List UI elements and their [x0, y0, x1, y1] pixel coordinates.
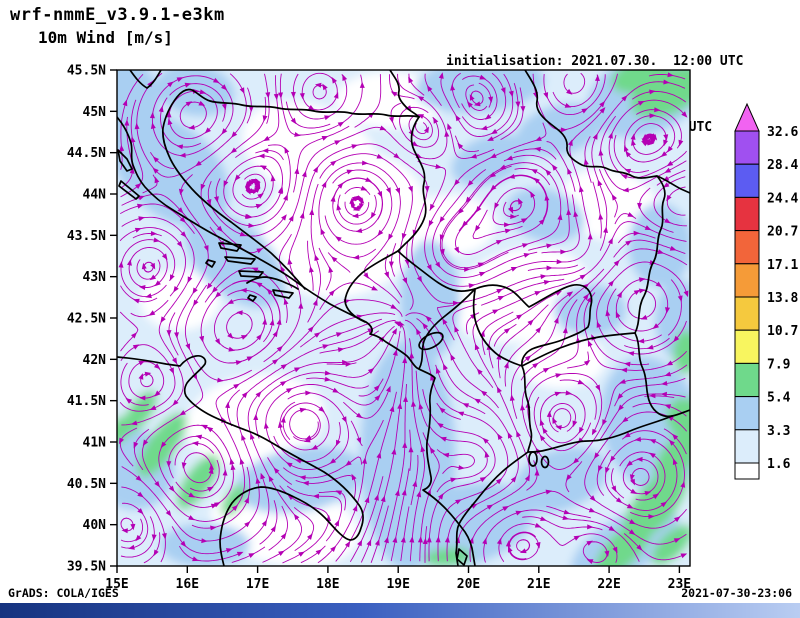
legend-value: 28.4	[767, 158, 798, 173]
legend-swatch	[734, 296, 760, 331]
macedonia-bulgaria-border	[634, 332, 690, 418]
lat-tick-label: 44N	[83, 188, 107, 203]
lon-tick-label: 15E	[105, 577, 128, 592]
lat-tick-label: 45N	[83, 105, 107, 120]
peljesac-peninsula	[246, 276, 299, 290]
kosovo-border	[472, 283, 593, 367]
colorbar: 32.6 28.4 24.4 20.7 17.1 13.8 10.7 7.9 5.4 3.3 1.6	[734, 102, 798, 480]
croatia-serbia-border	[389, 70, 420, 118]
streamline-arrowheads	[118, 72, 689, 565]
legend-value: 32.6	[767, 125, 798, 140]
lon-tick-label: 18E	[316, 577, 339, 592]
serbia-montenegro-border	[397, 250, 476, 292]
lon-tick-label: 19E	[386, 577, 409, 592]
lake-ohrid	[528, 451, 538, 467]
legend-swatch	[734, 429, 760, 464]
header-left: wrf-nmmE_v3.9.1-e3km 10m Wind [m/s]	[10, 5, 225, 47]
init-time-label: initialisation: 2021.07.30. 12:00 UTC	[446, 54, 744, 69]
wind-streamlines	[118, 72, 689, 565]
serbia-romania-danube-border	[524, 70, 690, 194]
east-adriatic-coastline	[117, 116, 476, 566]
legend-swatch	[734, 329, 760, 364]
lat-tick-label: 41N	[83, 436, 107, 451]
lat-tick-label: 44.5N	[67, 146, 106, 161]
montenegro-albania-border	[418, 288, 476, 370]
serbia-macedonia-border	[521, 332, 636, 367]
lon-tick-label: 20E	[457, 577, 480, 592]
legend-value: 10.7	[767, 324, 798, 339]
legend-arrow-cap	[734, 102, 760, 132]
legend-value: 13.8	[767, 291, 798, 306]
lat-tick-label: 42.5N	[67, 312, 106, 327]
lat-tick-label: 40.5N	[67, 477, 106, 492]
lat-tick-label: 43N	[83, 270, 107, 285]
legend-swatch	[734, 196, 760, 232]
legend-swatch	[734, 396, 760, 431]
legend-value: 7.9	[767, 357, 790, 372]
legend-value: 24.4	[767, 191, 798, 206]
lon-tick-label: 23E	[668, 577, 691, 592]
lat-tick-label: 45.5N	[67, 64, 106, 79]
legend-swatch	[734, 263, 760, 298]
lon-tick-label: 22E	[597, 577, 620, 592]
model-title: wrf-nmmE_v3.9.1-e3km	[10, 5, 225, 25]
lon-tick-label: 16E	[176, 577, 199, 592]
bottom-color-bar	[0, 603, 800, 618]
legend-value: 3.3	[767, 424, 790, 439]
legend-value: 17.1	[767, 258, 798, 273]
legend-value: 5.4	[767, 391, 791, 406]
bosnia-serbia-border	[397, 116, 427, 252]
wind-speed-shading	[117, 70, 690, 566]
lat-tick-label: 43.5N	[67, 229, 106, 244]
legend-value: 1.6	[767, 457, 791, 472]
albania-macedonia-border	[521, 365, 533, 453]
variable-title: 10m Wind [m/s]	[38, 28, 173, 47]
legend-swatch	[734, 462, 760, 480]
coastlines-and-borders	[117, 70, 690, 566]
lon-tick-label: 17E	[246, 577, 269, 592]
slovenia-croatia-border	[129, 70, 162, 89]
grads-credit: GrADS: COLA/IGES	[8, 586, 119, 600]
lon-tick-label: 21E	[527, 577, 550, 592]
legend-swatch	[734, 130, 760, 165]
lake-skadar	[418, 331, 444, 351]
lake-prespa	[540, 455, 550, 469]
bosnia-montenegro-border	[344, 250, 399, 323]
legend-swatch	[734, 362, 760, 398]
creation-timestamp: 2021-07-30-23:06	[681, 586, 792, 600]
lat-tick-label: 39.5N	[67, 560, 106, 575]
axis-labels: 45.5N 45N 44.5N 44N 43.5N 43N 42.5N 42N 41.5N 41N…	[67, 64, 691, 593]
croatia-bosnia-border	[161, 88, 420, 290]
italy-coastline	[117, 355, 364, 566]
legend-swatch	[734, 163, 760, 198]
lat-tick-label: 42N	[83, 353, 107, 368]
legend-value: 20.7	[767, 225, 798, 240]
serbia-bulgaria-border	[634, 175, 666, 334]
lat-tick-label: 41.5N	[67, 394, 106, 409]
legend-swatch	[734, 230, 760, 265]
lat-tick-label: 40N	[83, 518, 107, 533]
